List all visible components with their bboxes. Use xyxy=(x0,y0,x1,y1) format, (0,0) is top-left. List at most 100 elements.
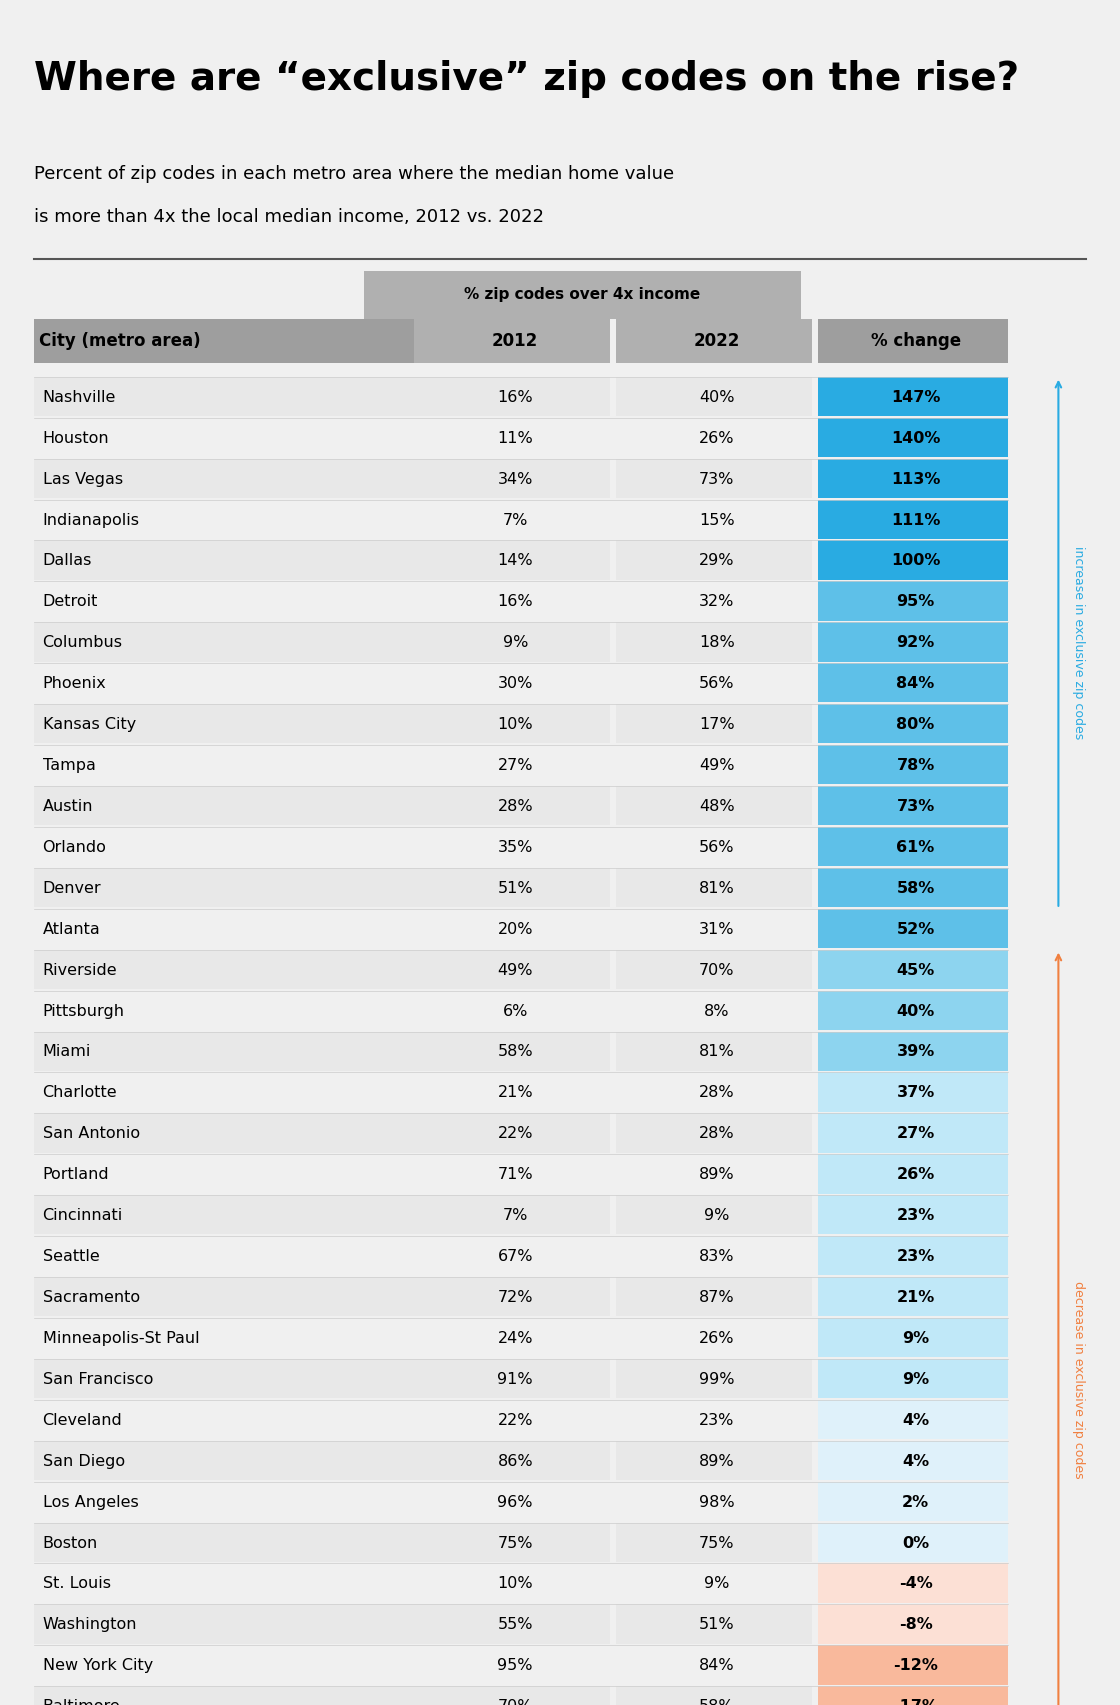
Text: 81%: 81% xyxy=(699,1045,735,1059)
FancyBboxPatch shape xyxy=(818,950,1008,989)
FancyBboxPatch shape xyxy=(818,868,1008,907)
FancyBboxPatch shape xyxy=(34,1032,414,1071)
FancyBboxPatch shape xyxy=(616,1236,812,1275)
FancyBboxPatch shape xyxy=(414,745,610,784)
Text: 8%: 8% xyxy=(704,1004,729,1018)
Text: 51%: 51% xyxy=(497,881,533,895)
FancyBboxPatch shape xyxy=(34,581,414,621)
FancyBboxPatch shape xyxy=(616,1482,812,1521)
Text: 80%: 80% xyxy=(896,718,935,731)
Text: 26%: 26% xyxy=(699,431,735,445)
Text: 21%: 21% xyxy=(497,1086,533,1100)
Text: Pittsburgh: Pittsburgh xyxy=(43,1004,124,1018)
FancyBboxPatch shape xyxy=(414,1072,610,1112)
FancyBboxPatch shape xyxy=(616,1318,812,1357)
FancyBboxPatch shape xyxy=(818,1032,1008,1071)
Text: 71%: 71% xyxy=(497,1168,533,1182)
FancyBboxPatch shape xyxy=(818,581,1008,621)
Text: 17%: 17% xyxy=(699,718,735,731)
Text: 7%: 7% xyxy=(503,513,528,527)
Text: 89%: 89% xyxy=(699,1168,735,1182)
FancyBboxPatch shape xyxy=(616,1645,812,1685)
Text: Portland: Portland xyxy=(43,1168,109,1182)
FancyBboxPatch shape xyxy=(414,1645,610,1685)
Text: 89%: 89% xyxy=(699,1454,735,1468)
FancyBboxPatch shape xyxy=(818,1154,1008,1194)
FancyBboxPatch shape xyxy=(818,786,1008,825)
Text: Austin: Austin xyxy=(43,800,93,813)
Text: 83%: 83% xyxy=(699,1250,735,1263)
Text: 4%: 4% xyxy=(902,1454,930,1468)
FancyBboxPatch shape xyxy=(414,1563,610,1603)
Text: Dallas: Dallas xyxy=(43,554,92,568)
FancyBboxPatch shape xyxy=(818,418,1008,457)
Text: 49%: 49% xyxy=(699,759,735,772)
FancyBboxPatch shape xyxy=(34,1523,414,1562)
Text: 40%: 40% xyxy=(699,390,735,404)
FancyBboxPatch shape xyxy=(818,1318,1008,1357)
FancyBboxPatch shape xyxy=(616,704,812,743)
Text: 9%: 9% xyxy=(704,1209,729,1222)
Text: 81%: 81% xyxy=(699,881,735,895)
FancyBboxPatch shape xyxy=(34,991,414,1030)
Text: -12%: -12% xyxy=(893,1659,939,1673)
Text: 20%: 20% xyxy=(497,922,533,936)
Text: 72%: 72% xyxy=(497,1291,533,1304)
Text: Las Vegas: Las Vegas xyxy=(43,472,123,486)
FancyBboxPatch shape xyxy=(818,827,1008,866)
FancyBboxPatch shape xyxy=(818,1441,1008,1480)
FancyBboxPatch shape xyxy=(818,909,1008,948)
FancyBboxPatch shape xyxy=(818,1686,1008,1705)
FancyBboxPatch shape xyxy=(818,663,1008,702)
Text: Cincinnati: Cincinnati xyxy=(43,1209,123,1222)
FancyBboxPatch shape xyxy=(34,459,414,498)
FancyBboxPatch shape xyxy=(34,827,414,866)
Text: 24%: 24% xyxy=(497,1332,533,1345)
FancyBboxPatch shape xyxy=(616,459,812,498)
Text: San Antonio: San Antonio xyxy=(43,1127,140,1141)
Text: Atlanta: Atlanta xyxy=(43,922,101,936)
FancyBboxPatch shape xyxy=(616,827,812,866)
Text: 40%: 40% xyxy=(896,1004,935,1018)
FancyBboxPatch shape xyxy=(616,868,812,907)
Text: 7%: 7% xyxy=(503,1209,528,1222)
FancyBboxPatch shape xyxy=(414,581,610,621)
Text: Baltimore: Baltimore xyxy=(43,1700,120,1705)
Text: Where are “exclusive” zip codes on the rise?: Where are “exclusive” zip codes on the r… xyxy=(34,60,1019,97)
FancyBboxPatch shape xyxy=(616,1523,812,1562)
FancyBboxPatch shape xyxy=(414,786,610,825)
Text: 22%: 22% xyxy=(497,1127,533,1141)
Text: 39%: 39% xyxy=(896,1045,935,1059)
Text: Sacramento: Sacramento xyxy=(43,1291,140,1304)
FancyBboxPatch shape xyxy=(818,1523,1008,1562)
Text: 31%: 31% xyxy=(699,922,735,936)
Text: New York City: New York City xyxy=(43,1659,152,1673)
FancyBboxPatch shape xyxy=(818,1645,1008,1685)
FancyBboxPatch shape xyxy=(616,1195,812,1234)
FancyBboxPatch shape xyxy=(414,1686,610,1705)
Text: 140%: 140% xyxy=(890,431,941,445)
FancyBboxPatch shape xyxy=(616,581,812,621)
Text: 84%: 84% xyxy=(699,1659,735,1673)
Text: 87%: 87% xyxy=(699,1291,735,1304)
Text: St. Louis: St. Louis xyxy=(43,1577,111,1591)
FancyBboxPatch shape xyxy=(34,1441,414,1480)
Text: San Francisco: San Francisco xyxy=(43,1373,153,1386)
Text: 15%: 15% xyxy=(699,513,735,527)
Text: 0%: 0% xyxy=(902,1536,930,1550)
FancyBboxPatch shape xyxy=(34,1113,414,1153)
Text: 34%: 34% xyxy=(497,472,533,486)
Text: 91%: 91% xyxy=(497,1373,533,1386)
FancyBboxPatch shape xyxy=(616,1441,812,1480)
Text: Orlando: Orlando xyxy=(43,841,106,854)
FancyBboxPatch shape xyxy=(616,1604,812,1644)
FancyBboxPatch shape xyxy=(818,1400,1008,1439)
Text: 56%: 56% xyxy=(699,677,735,691)
FancyBboxPatch shape xyxy=(818,319,1008,363)
Text: 78%: 78% xyxy=(896,759,935,772)
FancyBboxPatch shape xyxy=(616,1359,812,1398)
FancyBboxPatch shape xyxy=(818,459,1008,498)
FancyBboxPatch shape xyxy=(818,540,1008,580)
Text: decrease in exclusive zip codes: decrease in exclusive zip codes xyxy=(1072,1280,1085,1478)
FancyBboxPatch shape xyxy=(616,319,812,363)
